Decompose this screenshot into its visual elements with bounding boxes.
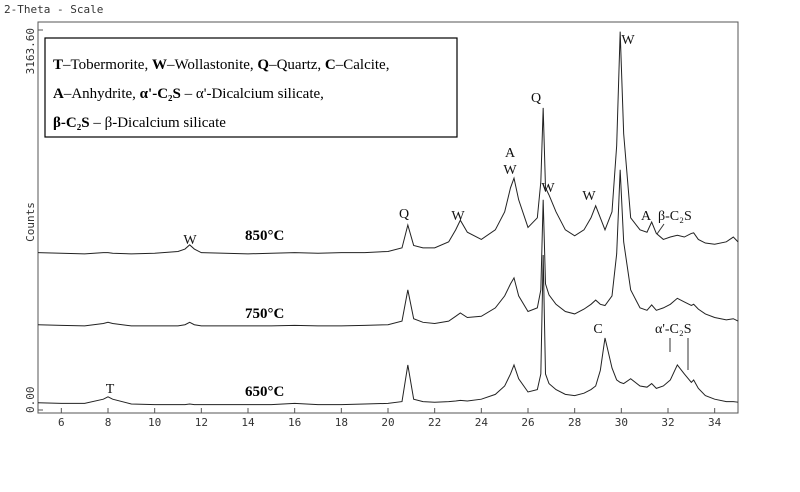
x-tick-label: 16: [288, 416, 301, 429]
legend-text: –Tobermorite,: [62, 57, 152, 73]
legend-text: –Wollastonite,: [166, 57, 257, 73]
peak-label: T: [106, 382, 115, 397]
x-tick-label: 34: [708, 416, 722, 429]
peak-label: W: [503, 163, 517, 178]
legend-line: β-C₂S – β-Dicalcium silicate: [53, 115, 226, 131]
peak-label: W: [621, 33, 635, 48]
peak-label: Q: [531, 91, 541, 106]
legend-text: – α'-Dicalcium silicate,: [181, 86, 324, 102]
series-line: [37, 255, 739, 406]
x-tick-label: 24: [475, 416, 489, 429]
legend-line: T–Tobermorite, W–Wollastonite, Q–Quartz,…: [53, 57, 389, 73]
x-tick-label: 8: [105, 416, 112, 429]
x-tick-label: 14: [241, 416, 255, 429]
y-tick-label: 3163.60: [24, 28, 37, 74]
peak-label: A: [641, 209, 652, 224]
peak-label: W: [582, 189, 596, 204]
legend-box: [44, 37, 458, 138]
leader-line: [656, 223, 665, 235]
peak-label: A: [505, 146, 516, 161]
x-tick-label: 10: [148, 416, 161, 429]
x-tick-label: 20: [381, 416, 394, 429]
x-tick-label: 18: [335, 416, 348, 429]
annotations: W Q A W W W Q W W A β-C₂S C α'-C₂S T: [106, 33, 692, 397]
x-tick-label: 32: [661, 416, 674, 429]
legend: T–Tobermorite, W–Wollastonite, Q–Quartz,…: [53, 57, 389, 131]
legend-text: –Anhydrite,: [63, 86, 140, 102]
legend-text: –Quartz,: [268, 57, 325, 73]
x-tick-label: 26: [521, 416, 534, 429]
legend-abbr: A: [53, 86, 64, 102]
y-tick-label: 0.00: [24, 387, 37, 414]
series-label: 650°C: [245, 384, 284, 400]
legend-text: – β-Dicalcium silicate: [90, 115, 227, 131]
legend-text: –Calcite,: [335, 57, 390, 73]
legend-abbr: β-C₂S: [53, 115, 90, 131]
x-tick-label: 30: [615, 416, 628, 429]
y-axis-label: Counts: [24, 202, 37, 242]
legend-abbr: Q: [257, 57, 269, 73]
x-tick-label: 12: [195, 416, 208, 429]
peak-label: α'-C₂S: [655, 322, 692, 337]
peak-label: W: [541, 181, 555, 196]
series-label: 750°C: [245, 306, 284, 322]
legend-abbr: C: [325, 57, 336, 73]
peak-label: β-C₂S: [658, 209, 692, 224]
legend-abbr: α'-C₂S: [140, 86, 181, 102]
series-line: [37, 169, 739, 327]
legend-abbr: W: [152, 57, 167, 73]
peak-label: W: [451, 209, 465, 224]
plot-area: 0.00 3163.60 6 8 10 12 14 16 18 20 22 24 26 28 30 32 34 6…: [24, 28, 739, 429]
peak-label: C: [593, 322, 602, 337]
x-tick-label: 28: [568, 416, 581, 429]
legend-abbr: T: [53, 57, 63, 73]
chart-title: 2-Theta - Scale: [4, 3, 103, 16]
peak-label: W: [183, 233, 197, 248]
peak-label: Q: [399, 207, 409, 222]
legend-line: A–Anhydrite, α'-C₂S – α'-Dicalcium silic…: [53, 86, 324, 102]
x-tick-label: 22: [428, 416, 441, 429]
series-label: 850°C: [245, 228, 284, 244]
x-tick-label: 6: [58, 416, 65, 429]
series-line: [37, 31, 739, 255]
